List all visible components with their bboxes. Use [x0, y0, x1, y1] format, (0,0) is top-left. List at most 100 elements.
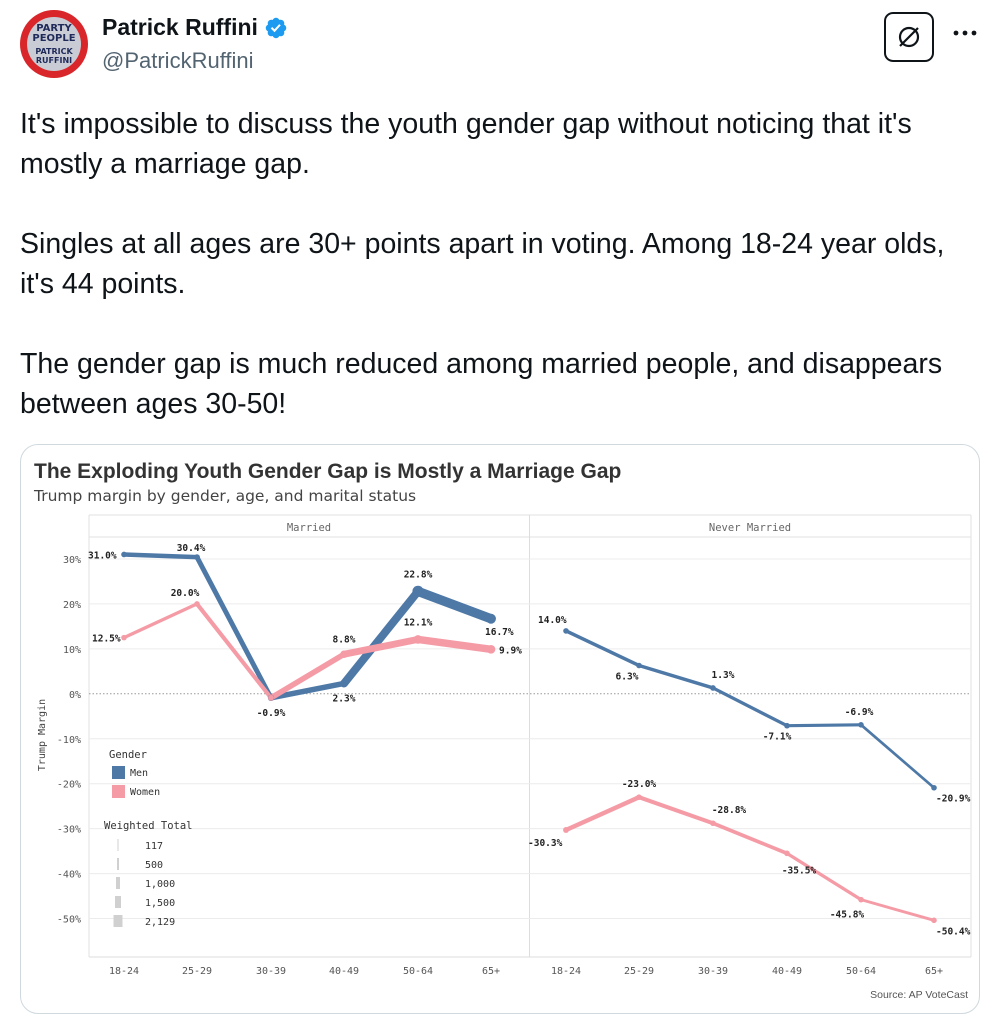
data-label: -7.1% — [763, 732, 792, 743]
data-point-women — [268, 694, 274, 701]
author-name[interactable]: Patrick Ruffini — [102, 14, 258, 40]
x-tick-label: 50-64 — [403, 966, 433, 977]
data-label: -50.4% — [936, 926, 971, 937]
x-tick-label: 18-24 — [109, 966, 139, 977]
data-label: 22.8% — [404, 569, 433, 580]
chart-image-card[interactable]: The Exploding Youth Gender Gap is Mostly… — [20, 444, 980, 1014]
x-tick-label: 65+ — [925, 966, 943, 977]
legend-label: Men — [130, 768, 148, 779]
x-tick-label: 25-29 — [182, 966, 212, 977]
data-point-men — [486, 613, 496, 624]
data-point-women — [340, 650, 348, 659]
x-tick-label: 65+ — [482, 966, 500, 977]
data-point-men — [121, 551, 127, 558]
panel-label-married: Married — [287, 522, 331, 534]
y-tick-label: 20% — [63, 600, 81, 611]
y-axis-label: Trump Margin — [37, 699, 48, 771]
series-segment-men — [413, 586, 496, 624]
legend-label: Women — [130, 787, 160, 798]
data-label: 14.0% — [538, 615, 567, 626]
y-tick-label: 10% — [63, 645, 81, 656]
series-segment-women — [122, 602, 199, 640]
tweet-paragraph: It's impossible to discuss the youth gen… — [20, 108, 912, 180]
x-tick-label: 30-39 — [256, 966, 286, 977]
size-legend-swatch — [117, 839, 119, 851]
y-tick-label: -40% — [57, 870, 81, 881]
data-label: 31.0% — [88, 550, 117, 561]
size-legend-label: 1,000 — [145, 879, 175, 890]
series-segment-women — [340, 635, 422, 658]
data-point-women — [858, 896, 864, 903]
data-label: -45.8% — [830, 910, 865, 921]
x-tick-label: 30-39 — [698, 966, 728, 977]
data-label: -23.0% — [622, 779, 657, 790]
series-segment-women — [194, 601, 274, 700]
data-point-women — [194, 601, 200, 607]
data-label: -30.3% — [528, 838, 563, 849]
data-point-women — [413, 635, 423, 644]
verified-badge-icon — [265, 17, 287, 38]
size-legend-label: 500 — [145, 860, 163, 871]
data-point-women — [486, 644, 496, 654]
data-point-men — [636, 662, 642, 669]
data-label: 12.1% — [404, 617, 433, 628]
data-label: -35.5% — [782, 865, 817, 876]
chart-title: The Exploding Youth Gender Gap is Mostly… — [34, 460, 621, 483]
data-label: 20.0% — [171, 588, 200, 599]
y-tick-label: -20% — [57, 780, 81, 791]
series-segment-men — [785, 723, 863, 728]
data-label: 12.5% — [92, 634, 121, 645]
data-point-women — [121, 634, 127, 641]
series-segment-women — [563, 794, 642, 833]
author-name-row[interactable]: Patrick Ruffini — [102, 14, 288, 41]
data-label: 2.3% — [333, 693, 356, 704]
avatar-image: PARTY PEOPLE PATRICK RUFFINI — [27, 17, 81, 71]
data-point-men — [340, 679, 348, 688]
series-segment-men — [194, 554, 274, 701]
tweet-text: It's impossible to discuss the youth gen… — [20, 104, 986, 424]
data-label: -20.9% — [936, 794, 971, 805]
data-point-women — [710, 820, 716, 827]
series-segment-men — [637, 663, 715, 690]
slashed-circle-icon — [898, 26, 920, 48]
data-point-women — [636, 794, 642, 800]
series-segment-men — [564, 629, 641, 668]
legend-title: Gender — [109, 749, 147, 761]
author-handle[interactable]: @PatrickRuffini — [102, 48, 254, 73]
data-label: 1.3% — [712, 670, 735, 681]
more-options-button[interactable] — [950, 18, 980, 48]
source-note: Source: AP VoteCast — [870, 989, 968, 1001]
data-label: -6.9% — [845, 707, 874, 718]
data-point-men — [563, 628, 569, 634]
size-legend-swatch — [115, 896, 121, 908]
y-tick-label: 0% — [69, 690, 81, 701]
data-point-women — [784, 850, 790, 857]
data-point-women — [931, 917, 937, 924]
data-point-men — [412, 585, 424, 597]
data-label: 6.3% — [616, 671, 639, 682]
size-legend-title: Weighted Total — [104, 820, 193, 832]
ellipsis-icon — [953, 30, 977, 36]
chart: The Exploding Youth Gender Gap is Mostly… — [33, 460, 972, 1001]
data-point-men — [931, 784, 937, 791]
size-legend-label: 2,129 — [145, 917, 175, 928]
x-tick-label: 18-24 — [551, 966, 581, 977]
legend-swatch-men — [112, 766, 125, 779]
panel-label-never-married: Never Married — [709, 522, 791, 534]
size-legend-swatch — [117, 858, 119, 870]
data-label: 16.7% — [485, 627, 514, 638]
data-point-men — [784, 722, 790, 729]
author-avatar[interactable]: PARTY PEOPLE PATRICK RUFFINI — [20, 10, 88, 78]
size-legend-swatch — [116, 877, 120, 889]
x-tick-label: 40-49 — [772, 966, 802, 977]
series-segment-women — [785, 851, 863, 902]
series-segment-women — [711, 821, 789, 856]
series-segment-women — [414, 635, 495, 654]
data-point-men — [858, 722, 864, 728]
data-label: 30.4% — [177, 543, 206, 554]
y-tick-label: -50% — [57, 915, 81, 926]
series-segment-men — [121, 552, 200, 560]
grok-button[interactable] — [884, 12, 934, 62]
data-label: 8.8% — [333, 634, 356, 645]
x-tick-label: 25-29 — [624, 966, 654, 977]
